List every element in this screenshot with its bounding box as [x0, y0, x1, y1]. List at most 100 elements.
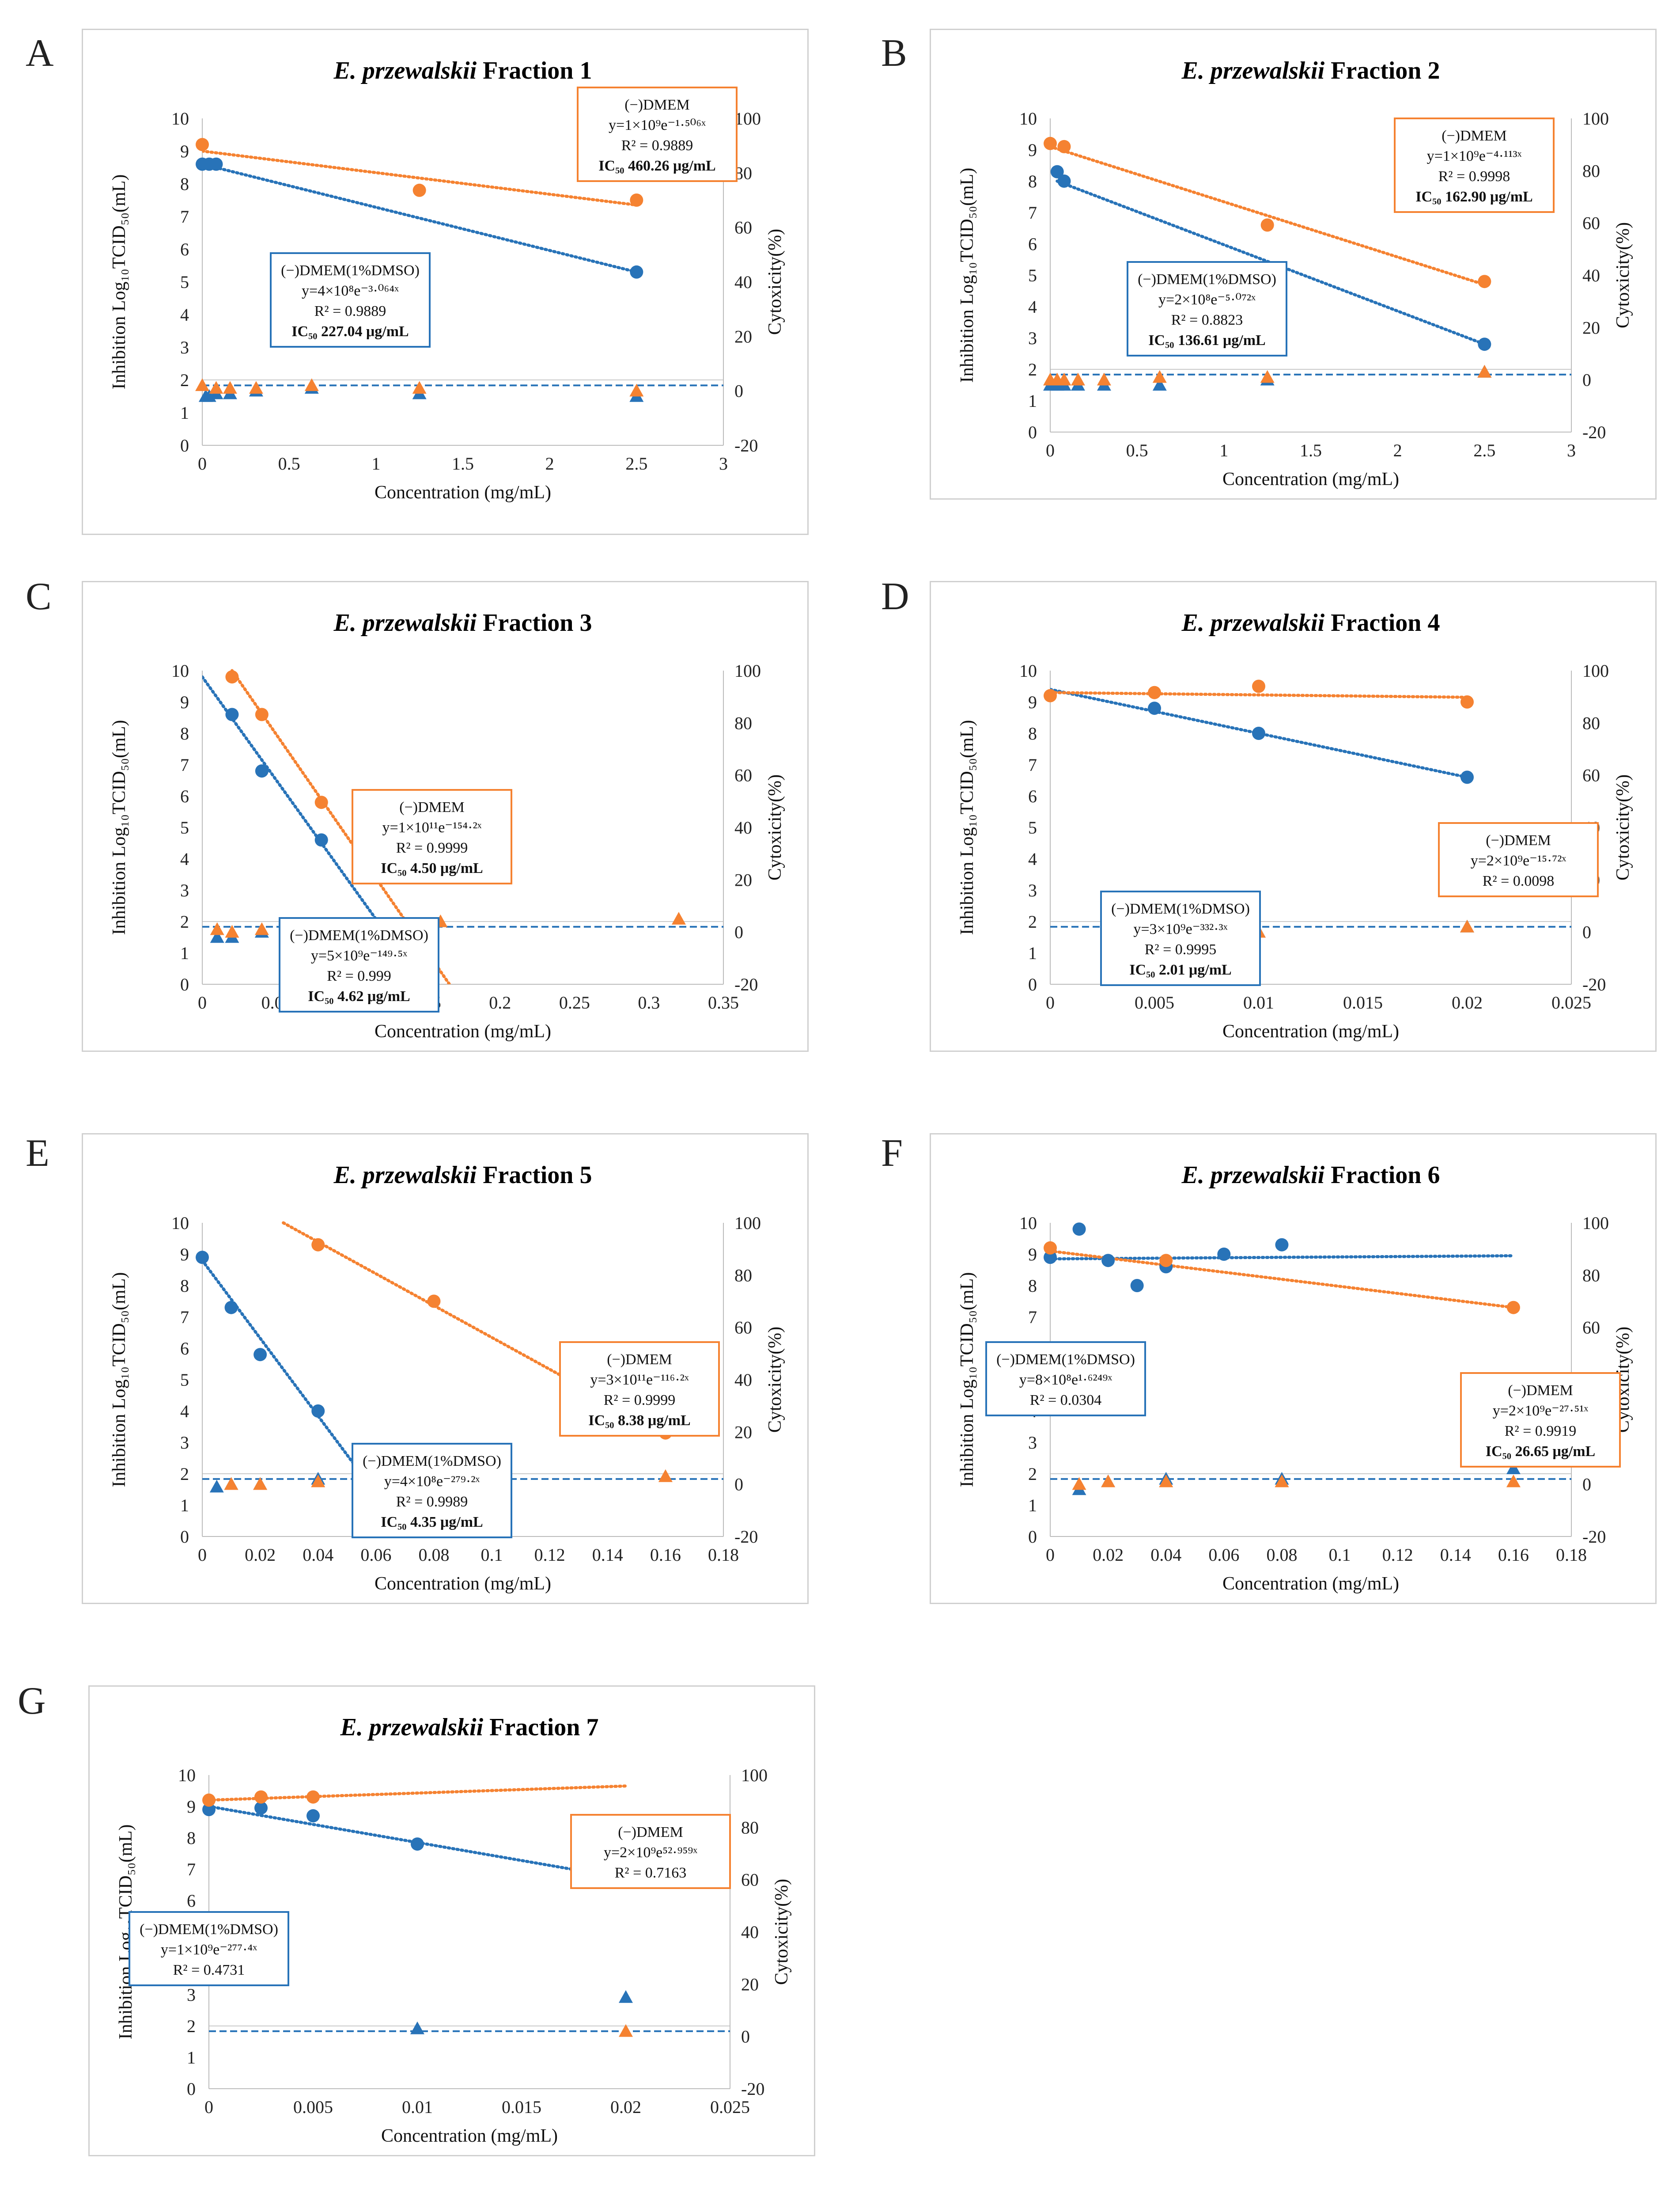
blue-inhibition-point — [254, 1348, 267, 1362]
y-left-tick-label: 7 — [1028, 1307, 1037, 1327]
equation-text: y=2×10⁹e⁻²⁷·⁵¹ˣ — [1493, 1403, 1589, 1419]
y-left-tick-label: 3 — [1028, 328, 1037, 348]
orange-inhibition-point — [311, 1238, 325, 1252]
y-left-tick-label: 6 — [180, 786, 189, 806]
y-left-tick-label: 8 — [1028, 171, 1037, 191]
y-left-tick-label: 3 — [187, 1985, 196, 2005]
x-tick-label: 0.01 — [402, 2097, 433, 2117]
y-right-tick-label: 20 — [734, 326, 752, 346]
y-left-tick-label: 5 — [1028, 818, 1037, 838]
orange-cytotoxicity-point — [1477, 364, 1492, 378]
x-tick-label: 0.08 — [1266, 1545, 1297, 1565]
equation-text: R² = 0.9889 — [314, 303, 386, 319]
x-tick-label: 1.5 — [452, 454, 474, 474]
chart-fraction-7: E. przewalskii Fraction 7012345678910-20… — [88, 1685, 815, 2156]
x-tick-label: 0 — [198, 454, 207, 474]
orange-inhibition-point — [202, 1793, 216, 1807]
y-left-tick-label: 8 — [180, 1276, 189, 1296]
y-right-tick-label: 80 — [734, 713, 752, 733]
blue-cytotoxicity-point — [1152, 378, 1167, 391]
chart-title: E. przewalskii Fraction 2 — [1181, 57, 1440, 84]
y-left-tick-label: 3 — [1028, 880, 1037, 900]
orange-cytotoxicity-point — [1159, 1474, 1173, 1487]
blue-inhibition-point — [1044, 1251, 1057, 1264]
y-left-tick-label: 4 — [1028, 849, 1037, 869]
x-tick-label: 0.02 — [1093, 1545, 1124, 1565]
equation-text: IC₅₀ 4.35 μg/mL — [381, 1514, 483, 1530]
panel-label-a: A — [26, 32, 54, 75]
equation-text: (−)DMEM(1%DMSO) — [281, 262, 420, 279]
y-right-tick-label: 40 — [734, 818, 752, 838]
dmem-equation-box — [559, 1341, 720, 1437]
x-tick-label: 0.18 — [708, 1545, 739, 1565]
x-tick-label: 0.04 — [1150, 1545, 1181, 1565]
y-right-tick-label: 0 — [1582, 370, 1591, 390]
x-axis-label: Concentration (mg/mL) — [1222, 469, 1399, 489]
y-left-tick-label: 2 — [1028, 1464, 1037, 1484]
y-right-tick-label: 60 — [734, 766, 752, 785]
blue-inhibition-point — [209, 157, 223, 171]
y-left-tick-label: 10 — [171, 1213, 189, 1233]
equation-text: R² = 0.9998 — [1438, 168, 1510, 185]
orange-cytotoxicity-point — [671, 912, 686, 925]
y-right-tick-label: 40 — [741, 1922, 759, 1942]
equation-text: y=3×10⁹e⁻³³²·³ˣ — [1133, 921, 1227, 937]
blue-inhibition-point — [314, 833, 328, 847]
dmso-equation-box — [1100, 891, 1261, 986]
equation-text: (−)DMEM — [1508, 1382, 1573, 1399]
orange-inhibition-point — [254, 1790, 268, 1804]
equation-text: R² = 0.999 — [327, 968, 391, 984]
y-left-tick-label: 2 — [180, 370, 189, 390]
y-left-tick-label: 0 — [187, 2079, 196, 2099]
y-left-tick-label: 3 — [180, 1433, 189, 1453]
y-left-tick-label: 5 — [180, 818, 189, 838]
dmem-equation-box — [570, 1814, 731, 1889]
equation-text: R² = 0.9995 — [1145, 941, 1217, 958]
orange-cytotoxicity-point — [304, 378, 319, 391]
orange-cytotoxicity-point — [249, 381, 263, 394]
y-left-tick-label: 9 — [1028, 140, 1037, 160]
orange-inhibition-point — [1044, 1241, 1057, 1255]
x-tick-label: 0.01 — [1243, 993, 1274, 1013]
x-tick-label: 0 — [198, 1545, 207, 1565]
orange-inhibition-point — [314, 796, 328, 809]
x-tick-label: 0 — [198, 993, 207, 1013]
equation-text: R² = 0.7163 — [615, 1865, 687, 1881]
y-left-tick-label: 8 — [187, 1828, 196, 1848]
equation-text: y=2×10⁹e⁻¹⁵·⁷²ˣ — [1471, 853, 1566, 869]
dmso-equation-box — [985, 1341, 1146, 1416]
y-left-tick-label: 9 — [180, 692, 189, 712]
y-right-tick-label: -20 — [734, 1527, 758, 1547]
y-right-tick-label: 100 — [1582, 1213, 1609, 1233]
chart-fraction-4: E. przewalskii Fraction 4 0 1 2 3 4 5 6 7 8 9 10 -20… — [930, 581, 1657, 1052]
orange-inhibition-point — [1260, 218, 1274, 232]
x-tick-label: 0.14 — [592, 1545, 623, 1565]
orange-trendline — [1050, 691, 1469, 699]
y-left-tick-label: 3 — [1028, 1433, 1037, 1453]
x-tick-label: 0.025 — [1551, 993, 1591, 1013]
y-left-tick-label: 1 — [1028, 943, 1037, 963]
y-left-tick-label: 9 — [187, 1797, 196, 1817]
chart-title: E. przewalskii Fraction 1 — [333, 57, 592, 84]
blue-trendline — [1050, 1254, 1515, 1261]
orange-cytotoxicity-point — [1152, 370, 1167, 383]
y-left-tick-label: 8 — [180, 724, 189, 744]
equation-text: (−)DMEM(1%DMSO) — [140, 1921, 278, 1938]
y-left-tick-label: 6 — [180, 1339, 189, 1358]
y-left-tick-label: 2 — [187, 2016, 196, 2036]
y-axis-right-label: Cytoxicity(%) — [1613, 774, 1633, 880]
orange-cytotoxicity-point — [1275, 1474, 1289, 1487]
y-axis-left-label: Inhibition Log₁₀TCID₅₀(mL) — [109, 174, 129, 390]
y-right-tick-label: 40 — [734, 272, 752, 292]
chart-title: E. przewalskii Fraction 5 — [333, 1161, 592, 1189]
dmso-equation-box — [270, 252, 431, 348]
y-right-tick-label: -20 — [1582, 422, 1606, 442]
y-left-tick-label: 8 — [180, 174, 189, 194]
equation-text: R² = 0.4731 — [173, 1962, 245, 1978]
y-left-tick-label: 1 — [180, 943, 189, 963]
orange-cytotoxicity-point — [223, 381, 237, 394]
equation-text: IC₅₀ 26.65 μg/mL — [1486, 1443, 1595, 1460]
x-axis-label: Concentration (mg/mL) — [375, 1574, 551, 1594]
orange-inhibition-point — [1506, 1301, 1520, 1314]
blue-inhibition-point — [1478, 338, 1491, 351]
